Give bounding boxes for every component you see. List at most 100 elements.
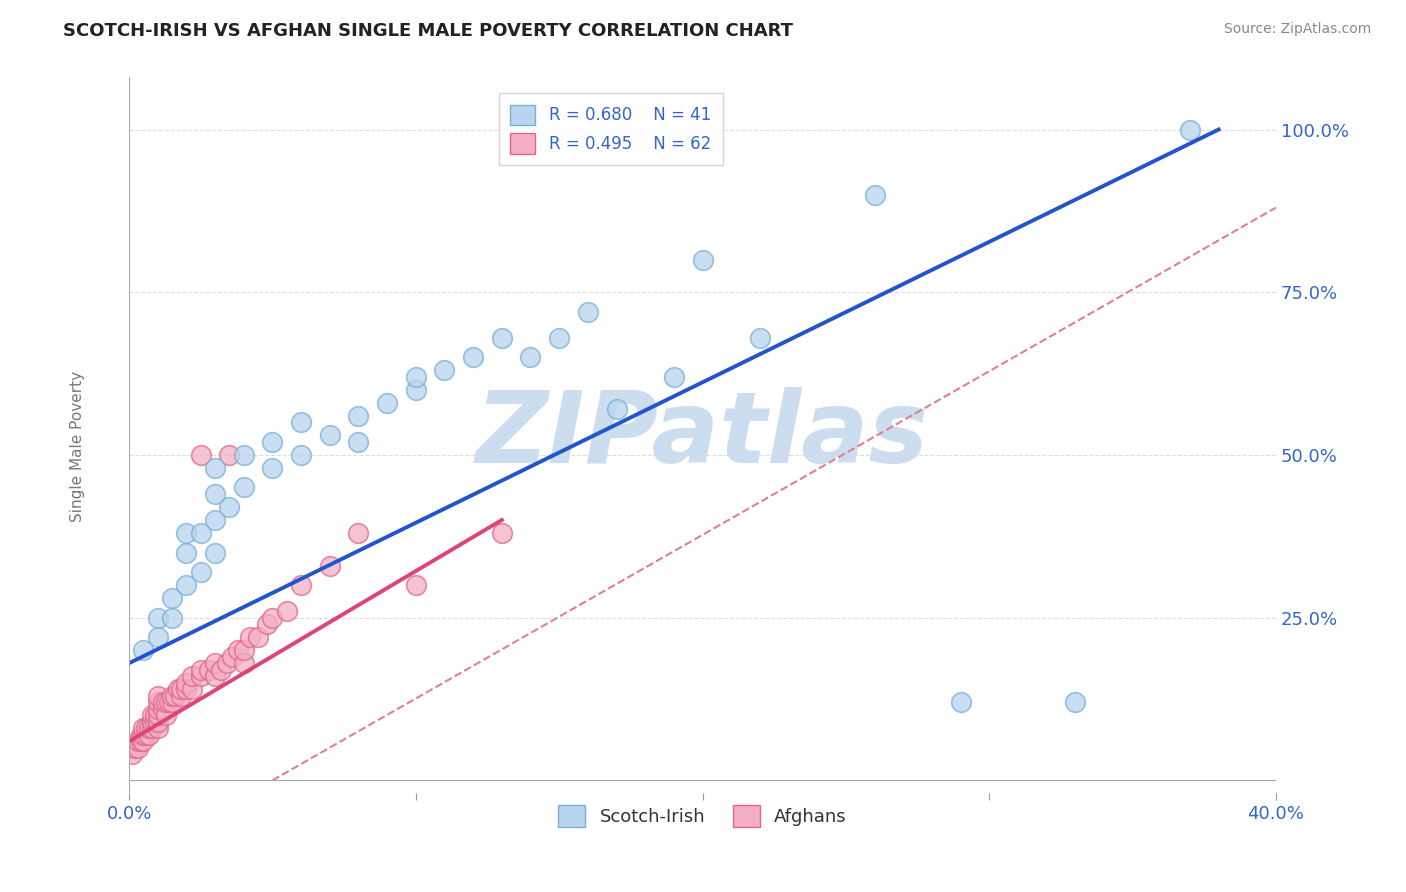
Point bbox=[548, 331, 571, 345]
Point bbox=[1178, 122, 1201, 136]
Point bbox=[190, 526, 212, 541]
Point bbox=[132, 728, 155, 742]
Point bbox=[160, 689, 183, 703]
Point bbox=[190, 663, 212, 677]
Point bbox=[605, 402, 627, 417]
Point bbox=[232, 656, 254, 670]
Point bbox=[132, 721, 155, 735]
Point bbox=[863, 187, 886, 202]
Point bbox=[218, 448, 240, 462]
Point bbox=[247, 630, 270, 644]
Point bbox=[290, 578, 312, 592]
Point bbox=[347, 526, 370, 541]
Text: SCOTCH-IRISH VS AFGHAN SINGLE MALE POVERTY CORRELATION CHART: SCOTCH-IRISH VS AFGHAN SINGLE MALE POVER… bbox=[63, 22, 793, 40]
Point bbox=[170, 682, 193, 697]
Point bbox=[209, 663, 232, 677]
Point bbox=[146, 630, 169, 644]
Point bbox=[176, 675, 198, 690]
Point bbox=[129, 734, 152, 748]
Point bbox=[204, 656, 226, 670]
Point bbox=[138, 721, 160, 735]
Point bbox=[276, 604, 298, 618]
Point bbox=[221, 649, 243, 664]
Point bbox=[662, 369, 685, 384]
Point bbox=[132, 643, 155, 657]
Point bbox=[152, 702, 174, 716]
Point bbox=[121, 747, 143, 762]
Point bbox=[319, 558, 342, 573]
Text: Source: ZipAtlas.com: Source: ZipAtlas.com bbox=[1223, 22, 1371, 37]
Point bbox=[127, 740, 149, 755]
Point bbox=[143, 708, 166, 723]
Point bbox=[262, 461, 284, 475]
Point bbox=[190, 669, 212, 683]
Point bbox=[190, 448, 212, 462]
Point bbox=[157, 695, 180, 709]
Point bbox=[256, 617, 278, 632]
Point bbox=[405, 383, 427, 397]
Point bbox=[176, 526, 198, 541]
Point bbox=[138, 728, 160, 742]
Point bbox=[463, 351, 485, 365]
Point bbox=[1064, 695, 1087, 709]
Point bbox=[204, 545, 226, 559]
Point bbox=[290, 448, 312, 462]
Point bbox=[141, 708, 163, 723]
Point bbox=[232, 448, 254, 462]
Point bbox=[198, 663, 221, 677]
Point bbox=[135, 728, 157, 742]
Point bbox=[176, 545, 198, 559]
Point bbox=[146, 708, 169, 723]
Point bbox=[135, 721, 157, 735]
Point bbox=[146, 714, 169, 729]
Point bbox=[347, 434, 370, 449]
Text: ZIPatlas: ZIPatlas bbox=[477, 387, 929, 483]
Point bbox=[146, 689, 169, 703]
Point bbox=[232, 643, 254, 657]
Point bbox=[375, 396, 398, 410]
Point bbox=[204, 487, 226, 501]
Point bbox=[226, 643, 249, 657]
Point bbox=[290, 416, 312, 430]
Point bbox=[146, 702, 169, 716]
Point bbox=[160, 695, 183, 709]
Point bbox=[160, 591, 183, 606]
Point bbox=[692, 252, 714, 267]
Point bbox=[141, 721, 163, 735]
Point bbox=[319, 428, 342, 442]
Point bbox=[152, 695, 174, 709]
Point bbox=[166, 682, 188, 697]
Point bbox=[132, 734, 155, 748]
Point bbox=[204, 669, 226, 683]
Point bbox=[181, 682, 204, 697]
Point bbox=[129, 728, 152, 742]
Point bbox=[405, 369, 427, 384]
Point bbox=[124, 740, 146, 755]
Legend: Scotch-Irish, Afghans: Scotch-Irish, Afghans bbox=[551, 798, 853, 834]
Point bbox=[262, 610, 284, 624]
Point bbox=[232, 480, 254, 494]
Point bbox=[160, 610, 183, 624]
Point bbox=[204, 461, 226, 475]
Point bbox=[748, 331, 770, 345]
Point bbox=[155, 695, 177, 709]
Point bbox=[949, 695, 972, 709]
Point bbox=[146, 610, 169, 624]
Point bbox=[176, 578, 198, 592]
Point bbox=[238, 630, 260, 644]
Point bbox=[491, 526, 513, 541]
Point bbox=[190, 565, 212, 579]
Point bbox=[141, 714, 163, 729]
Point bbox=[262, 434, 284, 449]
Point bbox=[181, 669, 204, 683]
Point bbox=[143, 714, 166, 729]
Point bbox=[519, 351, 541, 365]
Point bbox=[155, 708, 177, 723]
Point bbox=[163, 689, 186, 703]
Point bbox=[405, 578, 427, 592]
Point bbox=[433, 363, 456, 377]
Point bbox=[170, 689, 193, 703]
Point bbox=[127, 734, 149, 748]
Point bbox=[146, 721, 169, 735]
Point bbox=[347, 409, 370, 423]
